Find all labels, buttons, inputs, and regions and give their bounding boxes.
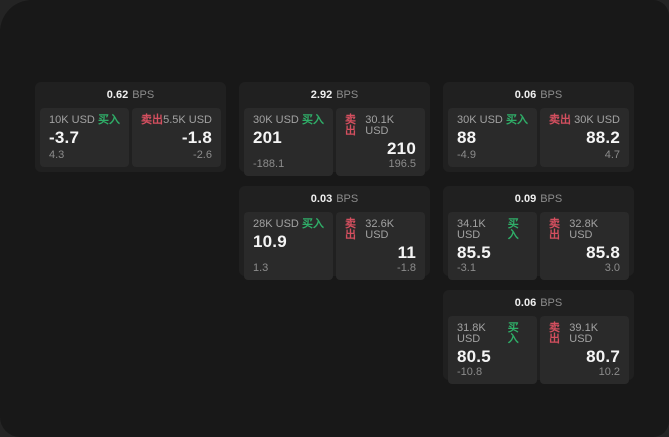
sell-panel[interactable]: 卖出 5.5K USD -1.8 -2.6 — [132, 108, 221, 167]
buy-delta: 1.3 — [253, 261, 269, 274]
sell-delta: 3.0 — [604, 261, 620, 274]
buy-price: 80.5 — [457, 347, 491, 366]
sell-price: 88.2 — [586, 128, 620, 147]
sell-panel[interactable]: 卖出 32.8K USD 85.8 3.0 — [540, 212, 629, 280]
sell-panel[interactable]: 卖出 39.1K USD 80.7 10.2 — [540, 316, 629, 384]
sell-price: 11 — [397, 243, 416, 262]
sell-delta: 196.5 — [388, 157, 416, 170]
sell-delta: 10.2 — [598, 365, 620, 378]
sell-amount: 5.5K USD — [163, 114, 212, 126]
bps-value: 0.06 — [514, 88, 537, 101]
buy-price: -3.7 — [49, 128, 80, 147]
buy-amount: 34.1K USD — [457, 218, 486, 241]
buy-delta: 4.3 — [49, 149, 65, 161]
buy-delta: -4.9 — [457, 149, 476, 161]
buy-amount: 30K USD — [253, 114, 299, 126]
bps-unit-label: BPS — [540, 296, 563, 309]
sell-price: 85.8 — [586, 243, 620, 262]
bps-value: 0.09 — [514, 192, 537, 205]
buy-panel[interactable]: 10K USD 买入 -3.7 4.3 — [40, 108, 129, 167]
sell-tag: 卖出 — [549, 218, 560, 241]
bps-unit-label: BPS — [336, 192, 359, 205]
sell-amount: 30.1K USD — [365, 114, 395, 137]
quote-card: 0.09 BPS 34.1K USD 买入 85.5 -3.1 卖出 32.8K… — [443, 186, 634, 280]
buy-amount: 10K USD — [49, 114, 95, 126]
sell-amount: 32.8K USD — [569, 218, 599, 241]
sell-delta: -1.8 — [397, 261, 416, 274]
buy-tag: 买入 — [506, 114, 528, 126]
buy-tag: 买入 — [302, 114, 324, 126]
sell-amount: 39.1K USD — [569, 322, 599, 345]
sell-amount: 32.6K USD — [365, 218, 395, 241]
buy-panel[interactable]: 30K USD 买入 88 -4.9 — [448, 108, 537, 167]
buy-amount: 31.8K USD — [457, 322, 486, 345]
buy-price: 85.5 — [457, 243, 491, 262]
quote-cards-grid: 0.62 BPS 10K USD 买入 -3.7 4.3 卖出 5.5K USD — [35, 82, 634, 384]
bps-header: 0.62 BPS — [35, 82, 226, 108]
sell-tag: 卖出 — [549, 114, 571, 126]
buy-delta: -188.1 — [253, 157, 285, 170]
buy-amount: 28K USD — [253, 218, 299, 230]
bps-header: 0.06 BPS — [443, 290, 634, 316]
buy-tag: 买入 — [507, 218, 519, 241]
buy-panel[interactable]: 31.8K USD 买入 80.5 -10.8 — [448, 316, 537, 384]
quote-card: 2.92 BPS 30K USD 买入 201 -188.1 卖出 30.1K … — [239, 82, 430, 176]
bps-unit-label: BPS — [132, 88, 155, 101]
bps-header: 0.03 BPS — [239, 186, 430, 212]
bps-value: 0.06 — [514, 296, 537, 309]
bps-value: 2.92 — [310, 88, 333, 101]
buy-delta: -3.1 — [457, 261, 476, 274]
sell-price: 210 — [387, 139, 416, 158]
buy-price: 10.9 — [253, 232, 287, 251]
buy-tag: 买入 — [507, 322, 519, 345]
sell-tag: 卖出 — [345, 218, 356, 241]
buy-amount: 30K USD — [457, 114, 503, 126]
quote-card: 0.62 BPS 10K USD 买入 -3.7 4.3 卖出 5.5K USD — [35, 82, 226, 172]
sell-price: 80.7 — [586, 347, 620, 366]
bps-header: 0.06 BPS — [443, 82, 634, 108]
quote-card: 0.03 BPS 28K USD 买入 10.9 1.3 卖出 32.6K US… — [239, 186, 430, 280]
sell-panel[interactable]: 卖出 30K USD 88.2 4.7 — [540, 108, 629, 167]
buy-panel[interactable]: 28K USD 买入 10.9 1.3 — [244, 212, 333, 280]
sell-delta: 4.7 — [604, 149, 620, 161]
buy-panel[interactable]: 34.1K USD 买入 85.5 -3.1 — [448, 212, 537, 280]
bps-unit-label: BPS — [540, 88, 563, 101]
bps-unit-label: BPS — [540, 192, 563, 205]
buy-panel[interactable]: 30K USD 买入 201 -188.1 — [244, 108, 333, 176]
quote-card: 0.06 BPS 31.8K USD 买入 80.5 -10.8 卖出 39.1… — [443, 290, 634, 384]
bps-value: 0.03 — [310, 192, 333, 205]
bps-value: 0.62 — [106, 88, 129, 101]
sell-panel[interactable]: 卖出 32.6K USD 11 -1.8 — [336, 212, 425, 280]
buy-price: 88 — [457, 128, 477, 147]
sell-tag: 卖出 — [549, 322, 560, 345]
sell-tag: 卖出 — [141, 114, 163, 126]
sell-tag: 卖出 — [345, 114, 356, 137]
sell-panel[interactable]: 卖出 30.1K USD 210 196.5 — [336, 108, 425, 176]
bps-header: 2.92 BPS — [239, 82, 430, 108]
buy-tag: 买入 — [98, 114, 120, 126]
buy-delta: -10.8 — [457, 365, 483, 378]
quote-card: 0.06 BPS 30K USD 买入 88 -4.9 卖出 30K USD — [443, 82, 634, 172]
sell-amount: 30K USD — [574, 114, 620, 126]
bps-unit-label: BPS — [336, 88, 359, 101]
buy-tag: 买入 — [302, 218, 324, 230]
buy-price: 201 — [253, 128, 282, 147]
sell-delta: -2.6 — [193, 149, 212, 161]
bps-header: 0.09 BPS — [443, 186, 634, 212]
sell-price: -1.8 — [181, 128, 212, 147]
